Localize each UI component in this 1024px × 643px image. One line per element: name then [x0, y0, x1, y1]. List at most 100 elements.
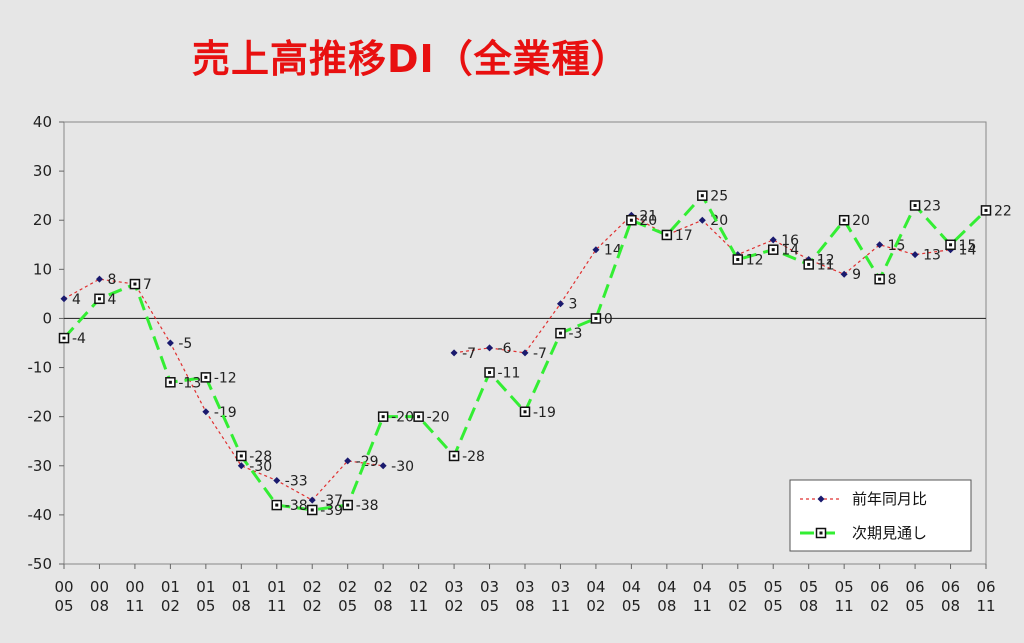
series-2-point-core [346, 503, 350, 507]
x-tick-label-year: 03 [480, 578, 499, 596]
series-1-point [698, 216, 706, 224]
series-1-point [840, 270, 848, 278]
series-1-point [450, 349, 458, 357]
data-label: -30 [249, 459, 272, 475]
series-2-point-core [381, 415, 385, 419]
series-2-point-core [842, 218, 846, 222]
y-tick-label: 10 [33, 260, 52, 278]
series-1-point [60, 295, 68, 303]
data-label: 8 [888, 272, 897, 288]
x-tick-label-year: 06 [941, 578, 960, 596]
y-tick-label: -30 [28, 457, 53, 475]
data-label: -28 [249, 449, 272, 465]
x-tick-label-month: 11 [693, 597, 712, 615]
series-2-point-core [665, 233, 669, 237]
data-label: 25 [710, 189, 728, 205]
series-2-point-core [168, 380, 172, 384]
x-tick-label-month: 05 [480, 597, 499, 615]
data-label: 0 [604, 311, 613, 327]
data-label: -29 [356, 454, 379, 470]
data-label: -6 [498, 341, 512, 357]
series-1-point [556, 300, 564, 308]
series-2-point-core [523, 410, 527, 414]
data-label: -7 [533, 346, 547, 362]
x-tick-label-year: 02 [303, 578, 322, 596]
x-tick-label-month: 02 [870, 597, 889, 615]
data-label: -39 [320, 503, 343, 519]
x-tick-label-month: 08 [374, 597, 393, 615]
data-label: -37 [320, 493, 343, 509]
legend-marker-core [819, 531, 823, 535]
series-2-point-core [700, 194, 704, 198]
x-tick-label-month: 02 [161, 597, 180, 615]
y-tick-label: -10 [28, 359, 53, 377]
chart-title: 売上高推移DI（全業種） [192, 37, 630, 81]
series-line-1 [63, 278, 384, 501]
data-label: 21 [639, 208, 657, 224]
x-tick-label-year: 05 [764, 578, 783, 596]
x-tick-label-month: 05 [622, 597, 641, 615]
x-tick-label-month: 11 [976, 597, 995, 615]
x-tick-label-month: 08 [657, 597, 676, 615]
series-1-point [769, 236, 777, 244]
series-2-point-core [949, 243, 953, 247]
x-tick-label-year: 06 [906, 578, 925, 596]
series-2-point-core [133, 282, 137, 286]
x-tick-label-year: 00 [125, 578, 144, 596]
data-label: -38 [356, 498, 379, 514]
x-tick-label-month: 05 [196, 597, 215, 615]
data-label: 20 [639, 213, 657, 229]
series-1-point [486, 344, 494, 352]
series-1-point [166, 339, 174, 347]
data-label: -11 [498, 365, 521, 381]
x-tick-label-year: 06 [870, 578, 889, 596]
x-tick-label-year: 04 [693, 578, 712, 596]
x-tick-label-year: 05 [835, 578, 854, 596]
x-tick-label-year: 03 [515, 578, 534, 596]
series-2-point-core [629, 218, 633, 222]
x-tick-label-month: 11 [267, 597, 286, 615]
x-tick-label-month: 05 [906, 597, 925, 615]
x-tick-label-month: 08 [799, 597, 818, 615]
series-2-point-core [878, 277, 882, 281]
data-label: 20 [852, 213, 870, 229]
series-1-point [592, 246, 600, 254]
data-label: -33 [285, 474, 308, 490]
x-tick-label-year: 05 [799, 578, 818, 596]
data-label: -5 [178, 336, 192, 352]
data-label: -13 [178, 375, 201, 391]
x-tick-label-year: 02 [374, 578, 393, 596]
x-tick-label-month: 08 [941, 597, 960, 615]
x-tick-label-month: 08 [515, 597, 534, 615]
series-2-point-core [594, 316, 598, 320]
data-label: 22 [994, 203, 1012, 219]
y-tick-label: -20 [28, 408, 53, 426]
data-label: 12 [746, 253, 764, 269]
legend-marker [817, 495, 825, 503]
legend-entry-1: 前年同月比 [852, 490, 927, 508]
data-label: 15 [959, 238, 977, 254]
series-2-point-core [488, 370, 492, 374]
data-label: -38 [285, 498, 308, 514]
series-2-point-core [558, 331, 562, 335]
data-label: -7 [462, 346, 476, 362]
data-label: -3 [568, 326, 582, 342]
x-tick-label-month: 05 [54, 597, 73, 615]
x-tick-label-month: 11 [835, 597, 854, 615]
x-tick-label-month: 05 [338, 597, 357, 615]
x-tick-label-month: 11 [125, 597, 144, 615]
x-tick-label-month: 08 [90, 597, 109, 615]
x-tick-label-month: 11 [551, 597, 570, 615]
data-label: 13 [923, 248, 941, 264]
x-tick-label-year: 02 [338, 578, 357, 596]
series-2-point-core [310, 508, 314, 512]
data-label: 16 [781, 233, 799, 249]
x-tick-label-year: 01 [196, 578, 215, 596]
data-label: 23 [923, 198, 941, 214]
data-label: 11 [817, 257, 835, 273]
data-label: 14 [959, 243, 977, 259]
x-tick-label-year: 04 [622, 578, 641, 596]
data-label: -28 [462, 449, 485, 465]
